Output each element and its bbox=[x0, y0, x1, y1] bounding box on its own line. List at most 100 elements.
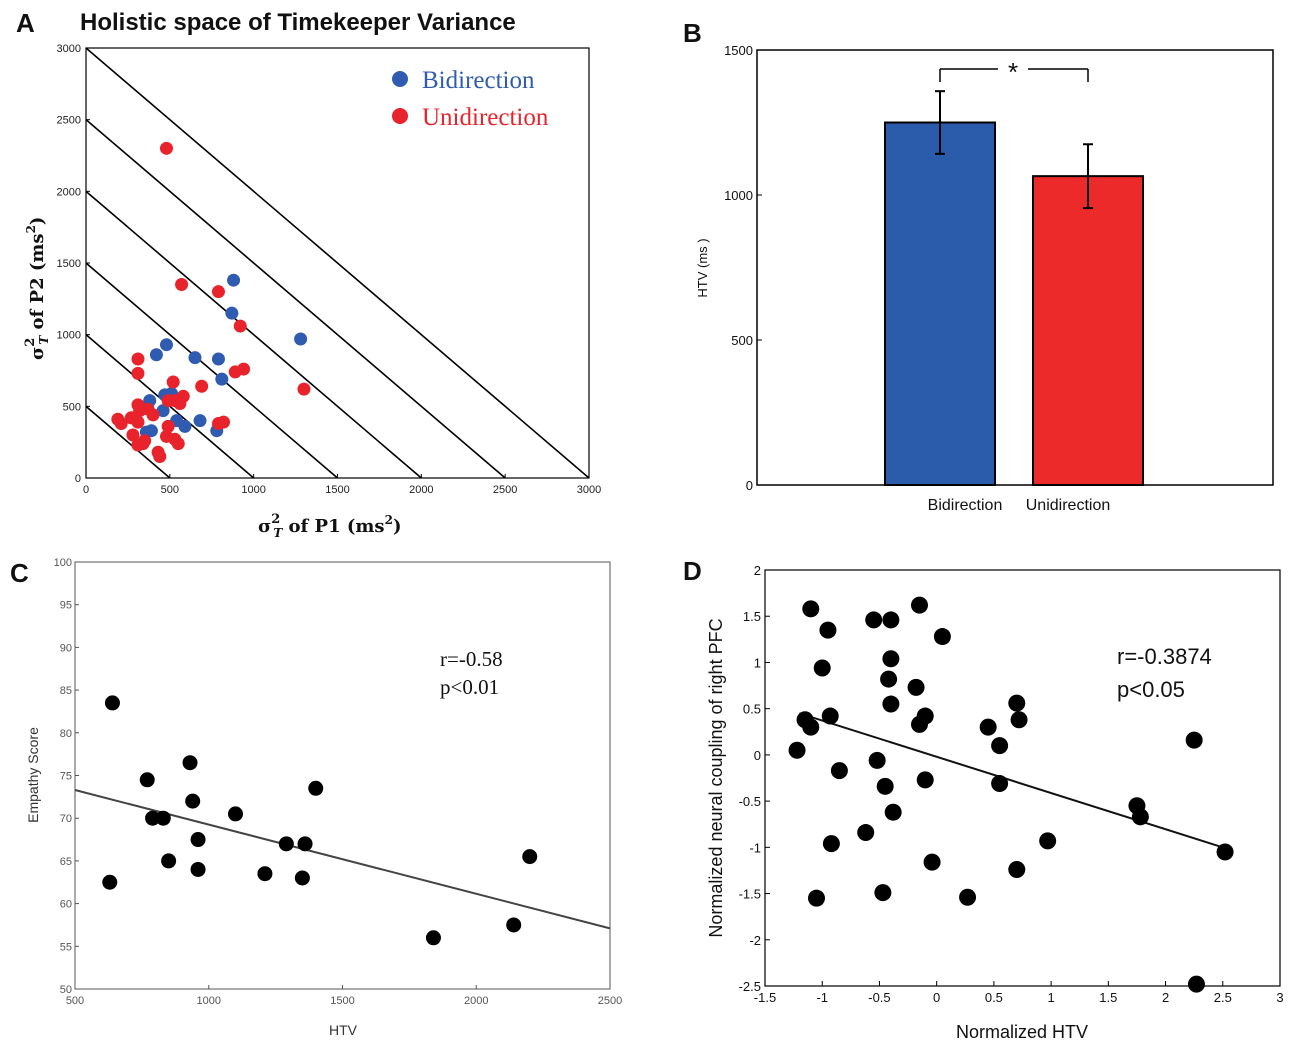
x-tick-label: 2 bbox=[1162, 990, 1169, 1005]
data-point bbox=[1131, 808, 1149, 826]
panel-d: D -1.5 -1 -0.5 0 0.5 1 1.5 2 2.5 3 -2.5 -2 -1.5 -1 -0… bbox=[683, 556, 1284, 1042]
panel-letter-a: A bbox=[16, 8, 35, 38]
y-tick-label: 1500 bbox=[57, 258, 81, 270]
panel-c-y-ticks: 50 55 60 65 70 75 80 85 90 95 100 bbox=[54, 557, 79, 996]
data-point bbox=[182, 755, 198, 771]
x-tick-label: 2500 bbox=[493, 484, 517, 496]
x-tick-label: 2000 bbox=[464, 995, 488, 1007]
y-tick-label: -2 bbox=[749, 933, 761, 948]
data-point-unidirection bbox=[195, 379, 209, 393]
data-point bbox=[1010, 711, 1028, 729]
data-point bbox=[104, 695, 120, 711]
data-point bbox=[991, 775, 1009, 793]
data-point bbox=[991, 737, 1009, 755]
data-point-unidirection bbox=[237, 362, 251, 376]
data-point bbox=[907, 678, 925, 696]
panel-d-fit-line bbox=[799, 712, 1229, 851]
data-point bbox=[882, 611, 900, 629]
data-point-unidirection bbox=[211, 417, 225, 431]
x-tick-label: 500 bbox=[66, 995, 84, 1007]
panel-c-p-value: p<0.01 bbox=[440, 675, 499, 699]
y-tick-label: 90 bbox=[60, 642, 72, 654]
data-point bbox=[822, 835, 840, 853]
data-point bbox=[868, 751, 886, 769]
data-point bbox=[821, 707, 839, 725]
data-point bbox=[874, 884, 892, 902]
data-point bbox=[788, 741, 806, 759]
data-point bbox=[933, 628, 951, 646]
data-point bbox=[139, 772, 155, 788]
data-point-unidirection bbox=[159, 429, 173, 443]
panel-d-y-axis-label: Normalized neural coupling of right PFC bbox=[706, 618, 726, 937]
data-point bbox=[297, 836, 313, 852]
x-tick-label: 2500 bbox=[598, 995, 622, 1007]
y-tick-label: 0 bbox=[754, 748, 761, 763]
y-tick-label: 2 bbox=[754, 563, 761, 578]
data-point bbox=[1216, 843, 1234, 861]
data-point bbox=[506, 917, 522, 933]
data-point bbox=[1185, 731, 1203, 749]
y-tick-label: 2500 bbox=[57, 115, 81, 127]
x-tick-label: 2000 bbox=[409, 484, 433, 496]
panel-c-x-axis-label: HTV bbox=[329, 1022, 358, 1038]
data-point bbox=[145, 810, 161, 826]
y-tick-label: 60 bbox=[60, 899, 72, 911]
data-point-bidirection bbox=[211, 352, 225, 366]
data-point bbox=[1008, 694, 1026, 712]
panel-a-iso-lines bbox=[85, 47, 590, 479]
y-tick-label: -2.5 bbox=[739, 979, 761, 994]
data-point-bidirection bbox=[193, 414, 207, 428]
panel-a-y-axis-label: σ2T of P2 (ms2) bbox=[23, 217, 51, 360]
panel-c: C 500 1000 1500 2000 2500 50 55 60 65 70 75 80 85 90… bbox=[10, 557, 622, 1038]
y-tick-label: -0.5 bbox=[739, 794, 761, 809]
x-tick-label: -1.5 bbox=[754, 990, 776, 1005]
iso-line bbox=[85, 119, 506, 479]
panel-a-title: Holistic space of Timekeeper Variance bbox=[80, 9, 516, 36]
y-tick-label: 0 bbox=[746, 478, 753, 493]
y-tick-label: 55 bbox=[60, 941, 72, 953]
x-tick-label: 1000 bbox=[241, 484, 265, 496]
y-tick-label: -1 bbox=[749, 840, 761, 855]
data-point bbox=[911, 715, 928, 733]
data-point bbox=[190, 861, 206, 877]
data-point bbox=[830, 762, 848, 780]
data-point bbox=[228, 806, 243, 822]
x-tick-label: 1 bbox=[1047, 990, 1054, 1005]
data-point bbox=[1039, 832, 1057, 850]
data-point-bidirection bbox=[178, 419, 192, 433]
data-point-unidirection bbox=[211, 285, 225, 299]
panel-b-bars bbox=[884, 90, 1144, 486]
y-tick-label: 1000 bbox=[57, 330, 81, 342]
legend-label-unidirection: Unidirection bbox=[422, 104, 549, 131]
panel-letter-b: B bbox=[683, 18, 702, 48]
data-point-unidirection bbox=[159, 141, 173, 155]
y-tick-label: 85 bbox=[60, 685, 72, 697]
data-point bbox=[161, 853, 177, 869]
data-point bbox=[882, 695, 900, 713]
data-point bbox=[190, 832, 206, 848]
y-tick-label: 1500 bbox=[724, 43, 753, 58]
data-point bbox=[819, 621, 837, 639]
data-point bbox=[522, 849, 538, 865]
y-tick-label: 2000 bbox=[57, 186, 81, 198]
data-point-bidirection bbox=[188, 351, 202, 365]
data-point bbox=[102, 874, 118, 890]
legend-marker-bidirection bbox=[392, 71, 408, 87]
y-tick-label: 0 bbox=[75, 473, 81, 485]
y-tick-label: 95 bbox=[60, 600, 72, 612]
data-point-unidirection bbox=[173, 396, 187, 410]
panel-c-plot-frame bbox=[74, 561, 611, 990]
x-tick-label: 1.5 bbox=[1099, 990, 1117, 1005]
x-tick-label: 0 bbox=[83, 484, 89, 496]
data-point bbox=[923, 853, 941, 871]
data-point-unidirection bbox=[126, 428, 140, 442]
panel-d-x-axis-label: Normalized HTV bbox=[956, 1022, 1088, 1042]
panel-c-correlation: r=-0.58 bbox=[440, 647, 503, 671]
panel-a-points bbox=[111, 141, 311, 463]
data-point bbox=[185, 793, 201, 809]
data-point-unidirection bbox=[166, 375, 180, 389]
y-tick-label: 75 bbox=[60, 771, 72, 783]
data-point bbox=[808, 889, 825, 907]
panel-a-x-ticks: 0 500 1000 1500 2000 2500 3000 bbox=[83, 474, 601, 496]
